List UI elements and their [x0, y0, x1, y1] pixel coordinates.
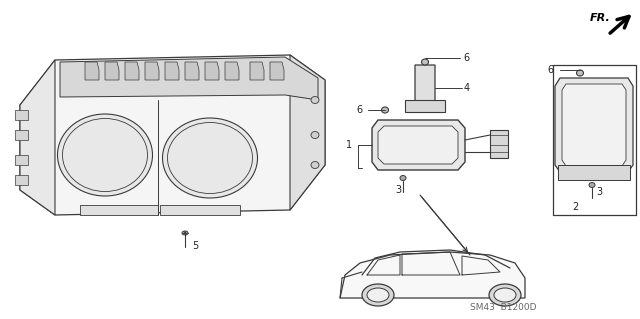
- Text: 3: 3: [395, 185, 401, 195]
- Polygon shape: [145, 62, 159, 80]
- Ellipse shape: [494, 288, 516, 302]
- Polygon shape: [15, 110, 28, 120]
- Text: 6: 6: [463, 53, 469, 63]
- Polygon shape: [378, 126, 458, 164]
- Polygon shape: [105, 62, 119, 80]
- Text: 3: 3: [596, 187, 602, 197]
- Ellipse shape: [400, 175, 406, 181]
- Ellipse shape: [367, 288, 389, 302]
- Text: 1: 1: [346, 140, 352, 150]
- Ellipse shape: [311, 97, 319, 103]
- Polygon shape: [415, 65, 435, 110]
- Polygon shape: [20, 60, 55, 215]
- Polygon shape: [555, 78, 633, 172]
- Text: 4: 4: [464, 83, 470, 93]
- Polygon shape: [125, 62, 139, 80]
- Polygon shape: [270, 62, 284, 80]
- Polygon shape: [340, 252, 525, 298]
- Text: 6: 6: [356, 105, 362, 115]
- Text: 2: 2: [572, 202, 578, 212]
- Ellipse shape: [182, 231, 188, 235]
- Polygon shape: [15, 175, 28, 185]
- Ellipse shape: [58, 114, 152, 196]
- Polygon shape: [160, 205, 240, 215]
- Polygon shape: [15, 130, 28, 140]
- Ellipse shape: [311, 161, 319, 168]
- Ellipse shape: [577, 70, 584, 76]
- Polygon shape: [165, 62, 179, 80]
- Polygon shape: [20, 55, 325, 215]
- Polygon shape: [290, 55, 325, 210]
- Polygon shape: [185, 62, 199, 80]
- Text: 6: 6: [547, 65, 553, 75]
- Text: FR.: FR.: [590, 13, 611, 23]
- Polygon shape: [405, 100, 445, 112]
- Ellipse shape: [311, 131, 319, 138]
- Polygon shape: [225, 62, 239, 80]
- Ellipse shape: [589, 182, 595, 188]
- Text: SM43  B1200D: SM43 B1200D: [470, 303, 536, 313]
- Polygon shape: [562, 84, 626, 166]
- Polygon shape: [490, 130, 508, 158]
- Ellipse shape: [422, 59, 429, 65]
- Polygon shape: [558, 165, 630, 180]
- Polygon shape: [60, 57, 318, 100]
- Polygon shape: [205, 62, 219, 80]
- Polygon shape: [372, 120, 465, 170]
- Text: 5: 5: [192, 241, 198, 251]
- Polygon shape: [250, 62, 264, 80]
- Ellipse shape: [163, 118, 257, 198]
- Polygon shape: [85, 62, 99, 80]
- Ellipse shape: [362, 284, 394, 306]
- Ellipse shape: [489, 284, 521, 306]
- Polygon shape: [15, 155, 28, 165]
- Polygon shape: [80, 205, 158, 215]
- Ellipse shape: [381, 107, 388, 113]
